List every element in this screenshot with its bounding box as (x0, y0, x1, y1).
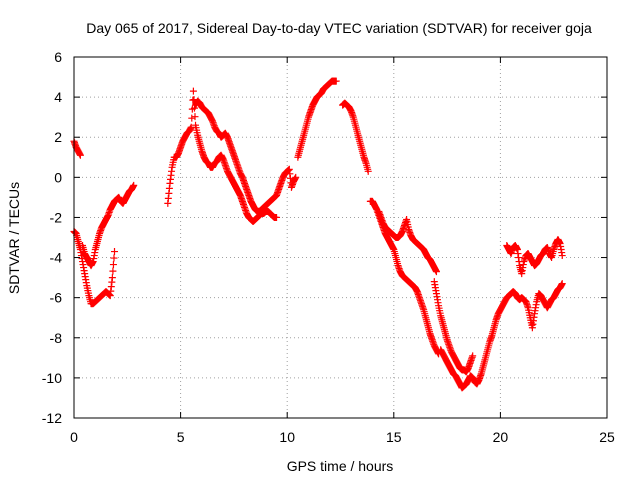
data-point (110, 254, 118, 262)
x-tick-label: 10 (279, 429, 295, 445)
data-point (469, 352, 477, 360)
y-tick-label: 6 (54, 49, 62, 65)
y-tick-label: -10 (42, 370, 62, 386)
y-tick-label: -12 (42, 410, 62, 426)
x-tick-label: 20 (493, 429, 509, 445)
data-point (332, 77, 340, 85)
data-point (558, 280, 566, 288)
y-tick-label: 4 (54, 89, 62, 105)
data-point (111, 248, 119, 256)
x-tick-label: 15 (386, 429, 402, 445)
data-point (130, 181, 138, 189)
data-point (292, 173, 300, 181)
plot-frame (73, 56, 608, 419)
data-point (191, 113, 199, 121)
y-tick-label: -6 (50, 290, 63, 306)
data-point (109, 261, 117, 269)
data-point (108, 274, 116, 282)
data-point (558, 252, 566, 260)
y-axis-label: SDTVAR / TECUs (6, 182, 22, 294)
y-tick-label: -8 (50, 330, 63, 346)
data-points (70, 77, 566, 392)
data-point (432, 268, 440, 276)
x-tick-label: 25 (599, 429, 615, 445)
chart-title: Day 065 of 2017, Sidereal Day-to-day VTE… (86, 20, 592, 36)
data-point (188, 114, 196, 122)
data-point (273, 213, 281, 221)
x-tick-label: 0 (70, 429, 78, 445)
x-axis-label: GPS time / hours (287, 458, 394, 474)
data-point (76, 151, 84, 159)
data-point (189, 87, 197, 95)
x-tick-label: 5 (177, 429, 185, 445)
y-tick-label: -4 (50, 250, 63, 266)
y-tick-label: 0 (54, 169, 62, 185)
data-point (190, 104, 198, 112)
y-tick-label: -2 (50, 209, 63, 225)
y-tick-label: 2 (54, 129, 62, 145)
data-point (109, 267, 117, 275)
axis-ticks: 0 5 10 15 20 25 -12 -10 -8 -6 -4 -2 0 2 4 6 (42, 49, 615, 445)
data-point (364, 167, 372, 175)
